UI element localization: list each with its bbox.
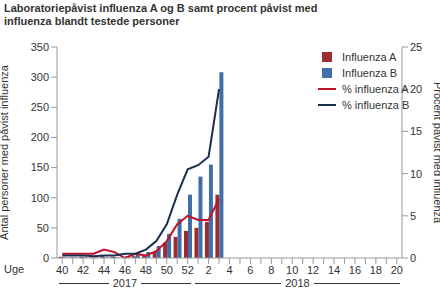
svg-text:40: 40	[56, 264, 68, 276]
svg-text:20: 20	[391, 264, 403, 276]
html-text:2018: 2018	[285, 277, 310, 289]
svg-text:200: 200	[31, 131, 49, 143]
svg-text:46: 46	[119, 264, 131, 276]
svg-text:50: 50	[37, 222, 49, 234]
svg-text:20: 20	[410, 83, 422, 95]
svg-text:350: 350	[31, 41, 49, 53]
svg-text:44: 44	[98, 264, 110, 276]
svg-text:52: 52	[182, 264, 194, 276]
html-text:Laboratoriepåvist influenza A: Laboratoriepåvist influenza A og B samt …	[4, 2, 318, 27]
html-text:% influenza B: % influenza B	[342, 99, 410, 111]
svg-text:12: 12	[307, 264, 319, 276]
svg-text:16: 16	[349, 264, 361, 276]
svg-text:5: 5	[410, 210, 416, 222]
svg-text:25: 25	[410, 41, 422, 53]
svg-text:18: 18	[370, 264, 382, 276]
html-text:Influenza B: Influenza B	[342, 67, 397, 79]
html-text:% influenza A: % influenza A	[342, 83, 409, 95]
svg-text:48: 48	[140, 264, 152, 276]
svg-text:8: 8	[268, 264, 274, 276]
svg-text:14: 14	[328, 264, 340, 276]
svg-text:2: 2	[206, 264, 212, 276]
svg-text:Antal personer med påvist infl: Antal personer med påvist influenza	[8, 64, 10, 240]
html-text:Uge: Uge	[4, 263, 25, 275]
svg-text:250: 250	[31, 101, 49, 113]
svg-text:10: 10	[286, 264, 298, 276]
svg-text:42: 42	[77, 264, 89, 276]
svg-text:0: 0	[410, 252, 416, 264]
svg-text:50: 50	[161, 264, 173, 276]
svg-text:10: 10	[410, 168, 422, 180]
svg-text:4: 4	[226, 264, 232, 276]
html-text:2017: 2017	[112, 277, 138, 289]
svg-text:300: 300	[31, 71, 49, 83]
svg-text:15: 15	[410, 125, 422, 137]
svg-text:150: 150	[31, 161, 49, 173]
svg-text:6: 6	[247, 264, 253, 276]
svg-text:0: 0	[43, 252, 49, 264]
html-text:Influenza A: Influenza A	[342, 51, 397, 63]
svg-text:100: 100	[31, 192, 49, 204]
